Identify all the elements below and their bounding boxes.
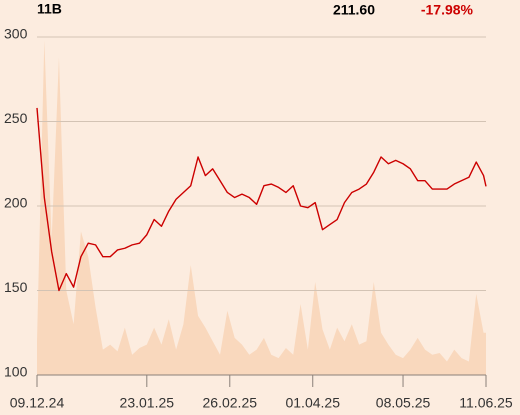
y-tick-label: 200 — [4, 195, 28, 211]
price-line — [36, 107, 487, 292]
x-tick-label: 23.01.25 — [120, 395, 175, 411]
y-tick-label: 300 — [4, 26, 28, 42]
x-tick-label: 11.06.25 — [459, 395, 513, 411]
y-tick-label: 150 — [4, 279, 28, 295]
x-tick-label: 01.04.25 — [285, 395, 340, 411]
x-tick-label: 09.12.24 — [10, 395, 65, 411]
y-tick-label: 250 — [4, 110, 28, 126]
price-change: -17.98% — [421, 2, 474, 18]
x-tick-label: 08.05.25 — [376, 395, 431, 411]
last-price: 211.60 — [333, 2, 375, 18]
volume-label: 11B — [37, 1, 62, 17]
x-tick-label: 26.02.25 — [203, 395, 258, 411]
y-tick-label: 100 — [4, 364, 28, 380]
volume-area — [37, 40, 486, 375]
